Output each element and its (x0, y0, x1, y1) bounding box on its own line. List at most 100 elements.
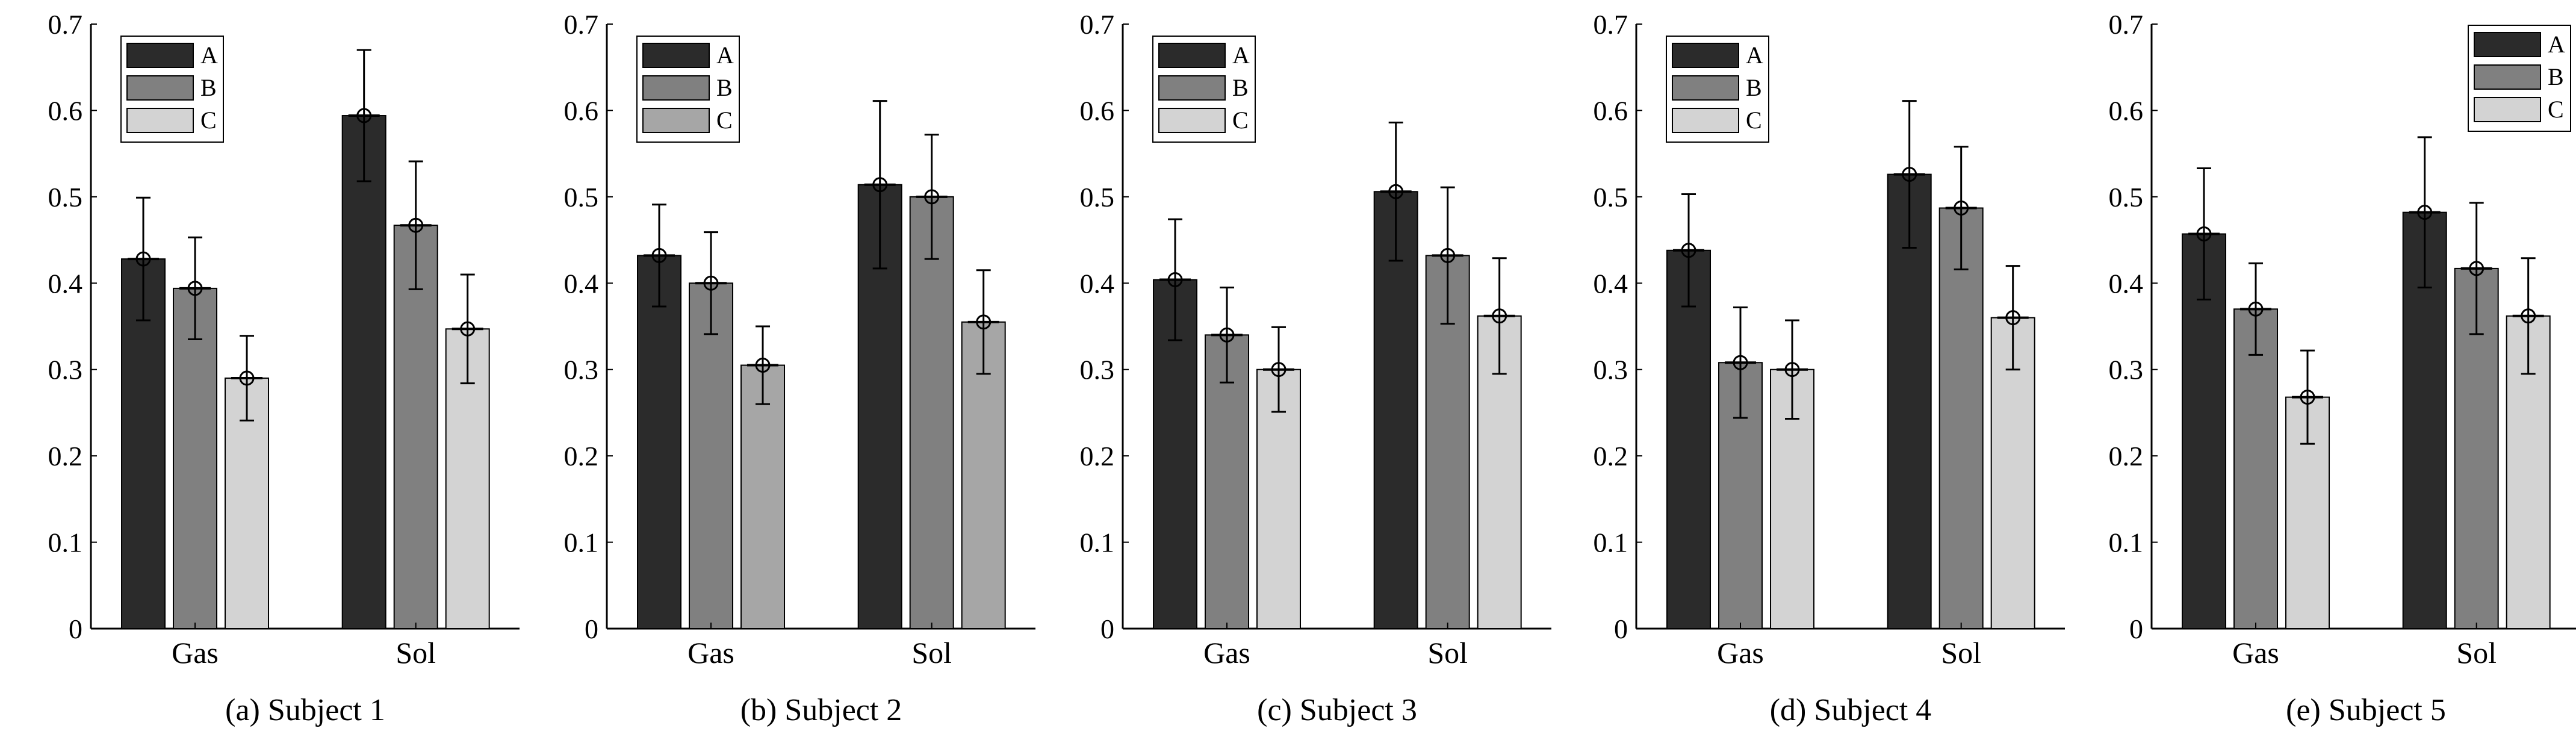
y-tick-label: 0.6 (48, 95, 83, 126)
y-tick-label: 0.2 (48, 441, 83, 471)
chart-panel-1: 0 0.1 0.2 0.3 0.4 0.5 0.6 0.7 Gas Sol ABC (a) Subje… (48, 9, 520, 727)
mean-marker-circle (651, 247, 667, 263)
x-tick-label: Gas (687, 636, 734, 670)
y-tick-label: 0.1 (2109, 527, 2144, 558)
y-tick-label: 0.1 (1080, 527, 1115, 558)
x-tick-label: Sol (911, 636, 952, 670)
y-tick-label: 0.5 (564, 182, 599, 213)
legend-label-b: B (200, 74, 217, 101)
y-tick-label: 0.2 (1594, 441, 1628, 471)
legend-swatch-a (1672, 43, 1739, 68)
mean-marker-circle (1440, 247, 1456, 263)
mean-marker-circle (1271, 362, 1286, 378)
mean-marker-circle (2196, 226, 2212, 242)
legend-swatch-b (126, 75, 194, 101)
y-tick-label: 0.4 (1594, 268, 1628, 299)
y-tick-label: 0.6 (1594, 95, 1628, 126)
legend-swatch-a (126, 43, 194, 68)
chart-panel-5: 0 0.1 0.2 0.3 0.4 0.5 0.6 0.7 Gas Sol ABC (e) Subje… (2109, 9, 2576, 727)
y-tick-label: 0.5 (1594, 182, 1628, 213)
y-tick-label: 0.3 (564, 355, 599, 385)
y-tick-label: 0.3 (2109, 355, 2144, 385)
legend-label-a: A (716, 42, 734, 69)
y-tick-label: 0 (1100, 614, 1114, 644)
legend-swatch-c (642, 108, 710, 133)
chart-panel-4: 0 0.1 0.2 0.3 0.4 0.5 0.6 0.7 Gas Sol ABC (d) Subje… (1594, 9, 2065, 727)
mean-marker-circle (1492, 308, 1507, 324)
mean-marker-circle (703, 275, 719, 291)
bar-b-sol (909, 196, 954, 630)
chart-caption: (b) Subject 2 (740, 693, 902, 727)
y-tick-label: 0 (69, 614, 82, 644)
y-tick-label: 0.7 (564, 9, 599, 40)
mean-marker-circle (1733, 355, 1748, 370)
mean-marker-circle (408, 217, 424, 233)
y-tick-label: 0.6 (2109, 95, 2144, 126)
mean-marker-circle (2005, 310, 2021, 326)
mean-marker-circle (2248, 301, 2264, 317)
legend: ABC (2468, 25, 2571, 132)
mean-marker-circle (1681, 243, 1696, 258)
y-tick-label: 0.7 (2109, 9, 2144, 40)
bar-b-gas (173, 287, 218, 629)
bar-a-gas (637, 255, 682, 630)
y-tick-label: 0.2 (1080, 441, 1115, 471)
bar-a-gas (1666, 249, 1712, 630)
legend: ABC (636, 36, 740, 143)
chart-caption: (a) Subject 1 (225, 693, 385, 727)
x-tick-label: Sol (2456, 636, 2497, 670)
y-tick-label: 0.6 (564, 95, 599, 126)
mean-marker-circle (1784, 362, 1800, 378)
legend-label-b: B (716, 74, 733, 101)
legend-label-a: A (2548, 31, 2565, 58)
mean-marker-circle (460, 321, 476, 337)
chart-caption: (d) Subject 4 (1770, 693, 1932, 727)
legend-swatch-b (642, 75, 710, 101)
bar-a-sol (1887, 173, 1932, 629)
x-tick-label: Gas (1717, 636, 1764, 670)
y-tick-label: 0 (585, 614, 598, 644)
y-tick-label: 0.4 (1080, 268, 1115, 299)
chart-panel-2: 0 0.1 0.2 0.3 0.4 0.5 0.6 0.7 Gas Sol ABC (b) Subje… (564, 9, 1035, 727)
y-tick-label: 0.6 (1080, 95, 1115, 126)
x-tick-label: Gas (2232, 636, 2279, 670)
legend: ABC (1152, 36, 1256, 143)
y-tick-label: 0.3 (48, 355, 83, 385)
mean-marker-circle (2417, 205, 2433, 220)
y-tick-label: 0.7 (1594, 9, 1628, 40)
legend-swatch-c (126, 108, 194, 133)
chart-panel-3: 0 0.1 0.2 0.3 0.4 0.5 0.6 0.7 Gas Sol ABC (c) Subje… (1080, 9, 1551, 727)
y-tick-label: 0.4 (48, 268, 83, 299)
x-tick-label: Gas (172, 636, 219, 670)
x-tick-label: Sol (396, 636, 436, 670)
legend-label-c: C (2548, 96, 2564, 123)
x-tick-label: Sol (1427, 636, 1468, 670)
bar-b-sol (393, 225, 438, 629)
chart-caption: (e) Subject 5 (2286, 693, 2446, 727)
legend-label-a: A (200, 42, 218, 69)
y-tick-label: 0.7 (1080, 9, 1115, 40)
mean-marker-circle (872, 177, 888, 193)
legend-swatch-b (1158, 75, 1226, 101)
y-tick-label: 0.4 (564, 268, 599, 299)
legend-swatch-c (1158, 108, 1226, 133)
bar-b-gas (2233, 308, 2279, 629)
mean-marker-circle (1954, 201, 1969, 216)
mean-marker-circle (2469, 261, 2484, 276)
bar-a-sol (341, 115, 386, 629)
y-tick-label: 0.2 (2109, 441, 2144, 471)
legend-label-b: B (1232, 74, 1249, 101)
legend-swatch-c (2474, 97, 2541, 122)
mean-marker-circle (135, 251, 151, 267)
mean-marker-circle (976, 314, 992, 330)
y-tick-label: 0.1 (564, 527, 599, 558)
bar-b-sol (1938, 207, 1984, 629)
y-tick-label: 0.5 (48, 182, 83, 213)
mean-marker-circle (924, 189, 940, 205)
y-tick-label: 0.5 (1080, 182, 1115, 213)
bar-c-gas (740, 364, 786, 629)
legend-label-a: A (1232, 42, 1250, 69)
y-tick-label: 0 (2129, 614, 2143, 644)
